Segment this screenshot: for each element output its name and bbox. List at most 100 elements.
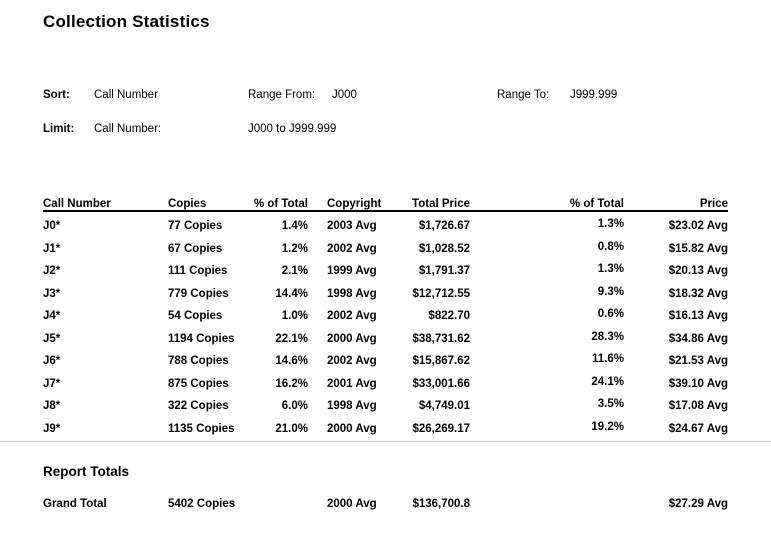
table-cell: 111 Copies: [168, 265, 228, 278]
table-row: J2* 111 Copies 2.1% 1999 Avg $1,791.37 1.3% $2…: [43, 260, 728, 283]
table-cell: 77 Copies: [168, 220, 223, 233]
table-cell: 0.8%: [597, 240, 624, 253]
col-header-copies: Copies: [168, 188, 240, 212]
table-cell: 1998 Avg: [327, 400, 377, 413]
table-cell: 14.4%: [275, 287, 308, 300]
table-cell: J3*: [43, 287, 61, 300]
table-row: J9* 1135 Copies 21.0% 2000 Avg $26,269.17 19.…: [43, 418, 728, 441]
table-cell: J6*: [43, 355, 61, 368]
sort-label: Sort:: [43, 89, 70, 101]
table-cell: J0*: [43, 220, 61, 233]
limit-value: J000 to J999.999: [248, 123, 337, 135]
table-cell: 322 Copies: [168, 400, 229, 413]
table-cell: 9.3%: [597, 285, 624, 298]
table-cell: $24.67 Avg: [668, 422, 728, 435]
table-cell: 1.4%: [281, 220, 308, 233]
table-cell: $38,731.62: [412, 332, 470, 345]
table-cell: 2003 Avg: [327, 220, 377, 233]
table-cell: J9*: [43, 422, 61, 435]
table-cell: $15.82 Avg: [668, 242, 728, 255]
table-cell: $1,726.67: [418, 220, 470, 233]
table-cell: Grand Total: [43, 498, 107, 510]
table-cell: 1.3%: [597, 263, 624, 276]
col-header-pct-of-total-1: % of Total: [240, 188, 308, 212]
table-cell: J4*: [43, 310, 61, 323]
table-cell: J8*: [43, 400, 61, 413]
table-row: Grand Total 5402 Copies 2000 Avg $136,700.8…: [43, 490, 728, 515]
table-cell: 788 Copies: [168, 355, 229, 368]
table-cell: 2000 Avg: [327, 422, 377, 435]
range-from-label: Range From:: [248, 89, 316, 101]
table-cell: $17.08 Avg: [668, 400, 728, 413]
table-cell: 22.1%: [275, 332, 308, 345]
table-cell: 2001 Avg: [327, 377, 377, 390]
table-cell: [470, 490, 624, 515]
table-cell: 1.0%: [281, 310, 308, 323]
table-cell: 0.6%: [597, 308, 624, 321]
table-cell: 11.6%: [592, 353, 624, 366]
table-cell: 1.2%: [281, 242, 308, 255]
table-cell: $20.13 Avg: [668, 265, 728, 278]
table-cell: J1*: [43, 242, 61, 255]
table-cell: $1,791.37: [418, 265, 470, 278]
table-cell: 3.5%: [597, 398, 624, 411]
table-cell: $15,867.62: [412, 355, 470, 368]
table-row: J1* 67 Copies 1.2% 2002 Avg $1,028.52 0.8% $15…: [43, 238, 728, 261]
table-cell: 67 Copies: [168, 242, 223, 255]
table-cell: 2000 Avg: [327, 498, 377, 510]
table-row: J0* 77 Copies 1.4% 2003 Avg $1,726.67 1.3% $23…: [43, 211, 728, 238]
table-cell: J7*: [43, 377, 61, 390]
col-header-pct-of-total-2: % of Total: [470, 188, 624, 212]
col-header-price: Price: [624, 188, 728, 212]
table-cell: $21.53 Avg: [668, 355, 728, 368]
table-cell: 2000 Avg: [327, 332, 377, 345]
table-cell: 1999 Avg: [327, 265, 377, 278]
table-cell: [240, 490, 308, 515]
table-cell: 2002 Avg: [327, 242, 377, 255]
table-cell: 6.0%: [281, 400, 308, 413]
table-cell: $23.02 Avg: [668, 220, 728, 233]
table-cell: $33,001.66: [412, 377, 470, 390]
table-cell: $26,269.17: [412, 422, 470, 435]
table-cell: J5*: [43, 332, 61, 345]
table-cell: 875 Copies: [168, 377, 229, 390]
page-title: Collection Statistics: [43, 12, 210, 31]
totals-divider: [0, 441, 771, 442]
table-row: J6* 788 Copies 14.6% 2002 Avg $15,867.62 11.6…: [43, 350, 728, 373]
table-cell: $822.70: [428, 310, 470, 323]
table-cell: $16.13 Avg: [668, 310, 728, 323]
table-cell: 24.1%: [591, 375, 624, 388]
table-row: J7* 875 Copies 16.2% 2001 Avg $33,001.66 24.1…: [43, 373, 728, 396]
table-cell: $27.29 Avg: [668, 498, 728, 510]
table-cell: 5402 Copies: [168, 498, 236, 510]
table-cell: 2002 Avg: [327, 310, 377, 323]
table-cell: 1.3%: [597, 218, 624, 231]
table-cell: $18.32 Avg: [668, 287, 728, 300]
table-cell: $136,700.8: [412, 498, 470, 510]
table-cell: 21.0%: [275, 422, 308, 435]
table-cell: $1,028.52: [418, 242, 470, 255]
range-to-value: J999.999: [570, 89, 618, 101]
table-cell: 16.2%: [275, 377, 308, 390]
table-cell: 28.3%: [591, 330, 624, 343]
table-cell: 779 Copies: [168, 287, 229, 300]
grand-total-table: Grand Total 5402 Copies 2000 Avg $136,700.8…: [43, 490, 728, 515]
range-from-value: J000: [332, 89, 357, 101]
table-cell: 1998 Avg: [327, 287, 377, 300]
table-cell: $39.10 Avg: [668, 377, 728, 390]
col-header-call-number: Call Number: [43, 188, 168, 212]
table-row: J8* 322 Copies 6.0% 1998 Avg $4,749.01 3.5% $1…: [43, 395, 728, 418]
limit-field: Call Number:: [94, 123, 162, 135]
table-cell: 2002 Avg: [327, 355, 377, 368]
range-to-label: Range To:: [497, 89, 550, 101]
col-header-total-price: Total Price: [395, 188, 470, 212]
table-cell: $12,712.55: [412, 287, 470, 300]
table-cell: $4,749.01: [418, 400, 470, 413]
table-cell: 19.2%: [591, 420, 624, 433]
table-cell: 54 Copies: [168, 310, 223, 323]
table-row: J4* 54 Copies 1.0% 2002 Avg $822.70 0.6% $16.1…: [43, 305, 728, 328]
report-totals-heading: Report Totals: [43, 464, 130, 479]
table-cell: 1135 Copies: [168, 422, 235, 435]
sort-value: Call Number: [94, 89, 158, 101]
